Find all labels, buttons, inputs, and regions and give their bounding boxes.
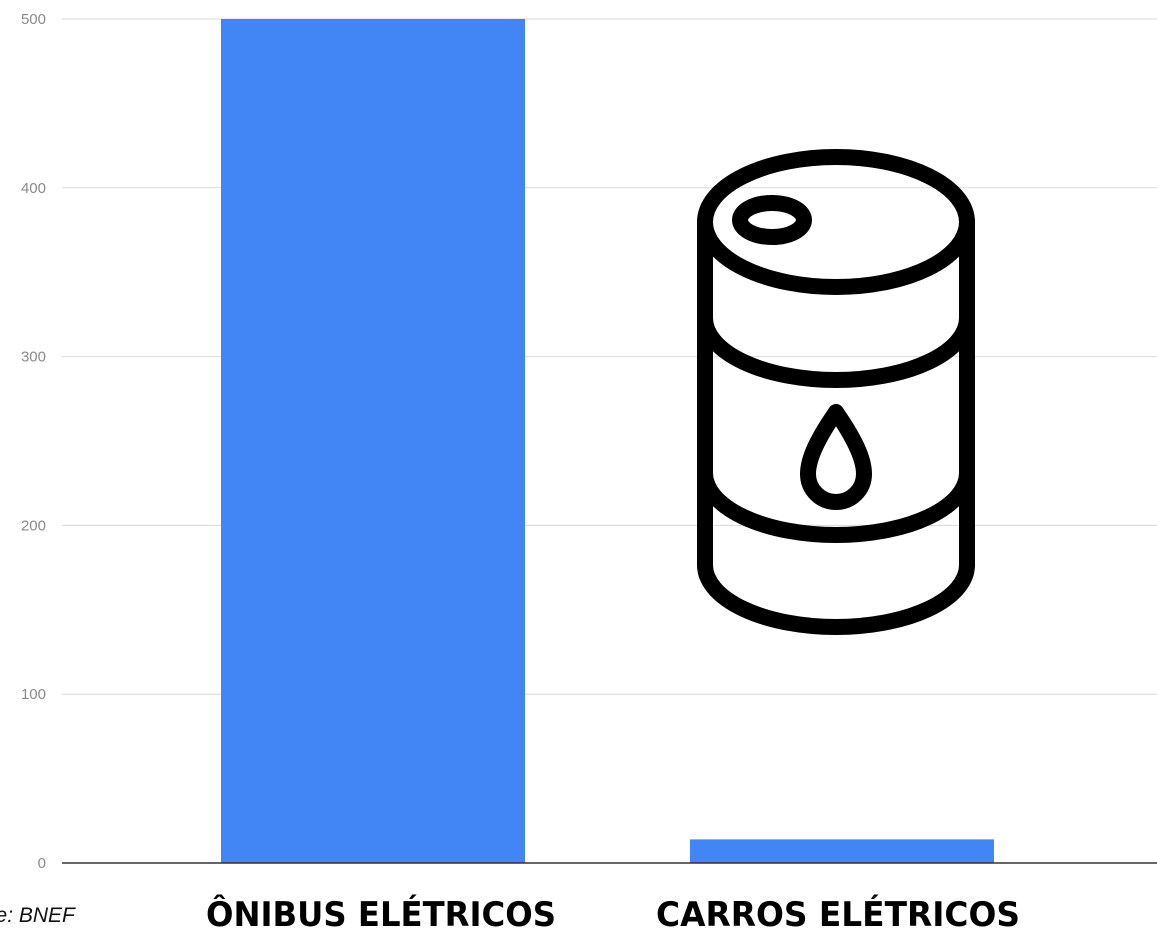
category-label: CARROS ELÉTRICOS xyxy=(656,894,1020,929)
bar-2 xyxy=(690,839,994,863)
bar-1 xyxy=(221,19,525,863)
y-tick-label: 500 xyxy=(21,11,46,28)
y-tick-label: 200 xyxy=(21,517,46,534)
y-tick-label: 0 xyxy=(38,855,46,872)
category-label: ÔNIBUS ELÉTRICOS xyxy=(206,894,556,929)
y-tick-label: 300 xyxy=(21,349,46,366)
x-axis-labels: ÔNIBUS ELÉTRICOS CARROS ELÉTRICOS xyxy=(206,894,1020,929)
source-note: nte: BNEF xyxy=(0,904,76,927)
y-tick-label: 100 xyxy=(21,686,46,703)
oil-barrel-icon xyxy=(697,149,975,635)
bars xyxy=(221,19,994,863)
y-axis-ticks: 0 100 200 300 400 500 xyxy=(21,11,46,872)
y-tick-label: 400 xyxy=(21,180,46,197)
